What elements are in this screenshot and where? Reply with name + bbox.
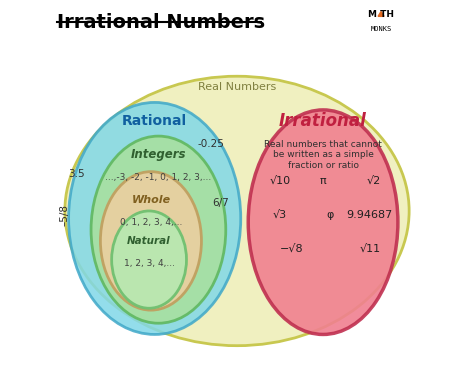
Text: Whole: Whole [131, 195, 171, 205]
Text: Integers: Integers [131, 148, 186, 161]
Text: 3.5: 3.5 [68, 169, 84, 179]
Text: M TH: M TH [368, 10, 394, 19]
Text: MONKS: MONKS [371, 26, 392, 32]
Text: 1, 2, 3, 4,...: 1, 2, 3, 4,... [124, 259, 174, 268]
Text: Real Numbers: Real Numbers [198, 83, 276, 92]
Ellipse shape [65, 76, 409, 346]
Text: Irrational: Irrational [279, 112, 367, 130]
Text: 9.94687: 9.94687 [346, 210, 393, 220]
Text: √11: √11 [359, 244, 381, 253]
Ellipse shape [100, 172, 201, 310]
Text: 6/7: 6/7 [212, 198, 228, 208]
Text: Natural: Natural [127, 236, 171, 246]
Text: π: π [320, 176, 327, 186]
Text: ...,‑3, ‑2, ‑1, 0, 1, 2, 3,...: ...,‑3, ‑2, ‑1, 0, 1, 2, 3,... [105, 173, 211, 182]
Text: √10: √10 [270, 176, 291, 186]
Text: Real numbers that cannot
be written as a simple
fraction or ratio: Real numbers that cannot be written as a… [264, 140, 382, 170]
Text: φ: φ [327, 210, 334, 220]
Text: Irrational Numbers: Irrational Numbers [57, 12, 265, 32]
Ellipse shape [69, 103, 241, 334]
Text: √3: √3 [273, 210, 287, 220]
Ellipse shape [248, 110, 398, 334]
Text: –5/8: –5/8 [59, 204, 69, 226]
Text: -0.25: -0.25 [197, 139, 224, 149]
Text: Rational: Rational [122, 114, 187, 128]
Polygon shape [378, 11, 384, 16]
Text: √2: √2 [366, 176, 381, 186]
Ellipse shape [112, 211, 186, 308]
Text: −√8: −√8 [280, 244, 303, 253]
Ellipse shape [91, 136, 226, 323]
Text: 0, 1, 2, 3, 4,...: 0, 1, 2, 3, 4,... [120, 218, 182, 227]
